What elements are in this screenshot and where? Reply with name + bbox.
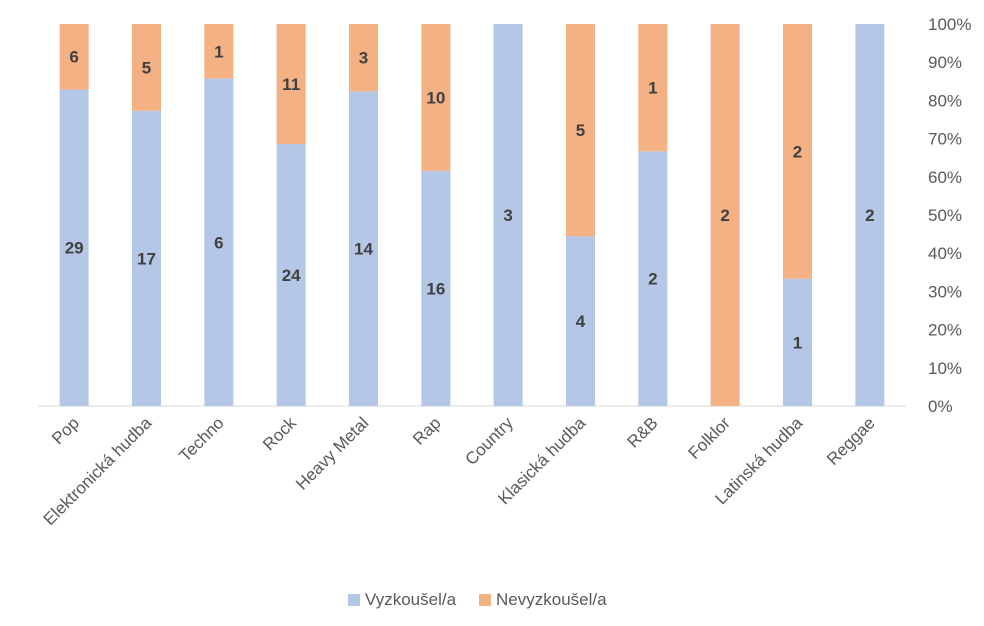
bar-not-tried bbox=[276, 24, 306, 145]
bar-tried bbox=[493, 24, 523, 406]
bar-tried bbox=[638, 151, 668, 406]
data-label: 6 bbox=[214, 233, 223, 252]
y-tick-label: 100% bbox=[928, 15, 971, 34]
y-tick-label: 30% bbox=[928, 282, 962, 301]
bar-not-tried bbox=[710, 24, 740, 406]
bars-layer bbox=[59, 24, 885, 407]
bar-not-tried bbox=[566, 24, 595, 237]
bar-tried bbox=[783, 278, 812, 406]
data-label: 24 bbox=[282, 266, 301, 285]
data-label: 2 bbox=[865, 206, 874, 225]
category-label: Pop bbox=[48, 413, 83, 448]
bar-tried bbox=[276, 144, 306, 407]
bar-not-tried bbox=[204, 24, 234, 79]
y-tick-label: 0% bbox=[928, 397, 953, 416]
data-label: 29 bbox=[65, 239, 84, 258]
data-label: 17 bbox=[137, 249, 156, 268]
y-tick-label: 10% bbox=[928, 359, 962, 378]
category-label: Country bbox=[461, 413, 517, 469]
bar-not-tried bbox=[349, 24, 378, 92]
y-tick-label: 60% bbox=[928, 168, 962, 187]
bar-tried bbox=[855, 24, 885, 406]
data-label: 1 bbox=[793, 333, 802, 352]
data-label: 14 bbox=[354, 240, 373, 259]
data-label: 4 bbox=[576, 312, 586, 331]
bar-tried bbox=[204, 78, 234, 407]
data-labels-layer: 29 6 17 5 6 1 24 11 14 3 16 10 3 4 5 2 1 2 1 2 2 bbox=[65, 42, 875, 352]
category-label: R&B bbox=[624, 413, 662, 451]
bar-tried bbox=[421, 170, 451, 406]
legend: Vyzkoušel/a Nevyzkoušel/a bbox=[348, 590, 607, 609]
bar-tried bbox=[566, 236, 595, 406]
bar-not-tried bbox=[59, 24, 89, 90]
category-label: Rap bbox=[409, 413, 444, 448]
category-label: Folklor bbox=[684, 413, 734, 463]
y-tick-label: 50% bbox=[928, 206, 962, 225]
bar-tried bbox=[132, 110, 161, 407]
y-tick-label: 70% bbox=[928, 130, 962, 149]
data-label: 3 bbox=[503, 206, 512, 225]
y-axis-ticks: 0% 10% 20% 30% 40% 50% 60% 70% 80% 90% 100% bbox=[928, 15, 971, 416]
bar-not-tried bbox=[132, 24, 161, 111]
bar-tried bbox=[59, 89, 89, 406]
category-label: Heavy Metal bbox=[292, 413, 372, 493]
category-label: Techno bbox=[175, 413, 227, 465]
data-label: 16 bbox=[426, 279, 445, 298]
y-tick-label: 90% bbox=[928, 53, 962, 72]
y-tick-label: 80% bbox=[928, 91, 962, 110]
data-label: 2 bbox=[648, 270, 657, 289]
data-label: 2 bbox=[793, 142, 802, 161]
data-label: 5 bbox=[142, 58, 151, 77]
data-label: 11 bbox=[282, 75, 300, 94]
data-label: 3 bbox=[359, 49, 368, 68]
y-tick-label: 20% bbox=[928, 321, 962, 340]
legend-label: Vyzkoušel/a bbox=[365, 590, 457, 609]
y-tick-label: 40% bbox=[928, 244, 962, 263]
data-label: 6 bbox=[69, 48, 78, 67]
data-label: 5 bbox=[576, 121, 585, 140]
data-label: 2 bbox=[720, 206, 729, 225]
data-label: 10 bbox=[426, 88, 445, 107]
bar-not-tried bbox=[638, 24, 668, 152]
bar-tried bbox=[349, 91, 378, 406]
bar-not-tried bbox=[421, 24, 451, 171]
legend-swatch bbox=[479, 594, 492, 606]
data-label: 1 bbox=[214, 42, 223, 61]
legend-swatch bbox=[348, 594, 360, 606]
data-label: 1 bbox=[648, 79, 657, 98]
category-label: Rock bbox=[259, 413, 300, 454]
legend-label: Nevyzkoušel/a bbox=[496, 590, 607, 609]
bar-not-tried bbox=[783, 24, 812, 279]
category-label: Reggae bbox=[823, 413, 879, 469]
